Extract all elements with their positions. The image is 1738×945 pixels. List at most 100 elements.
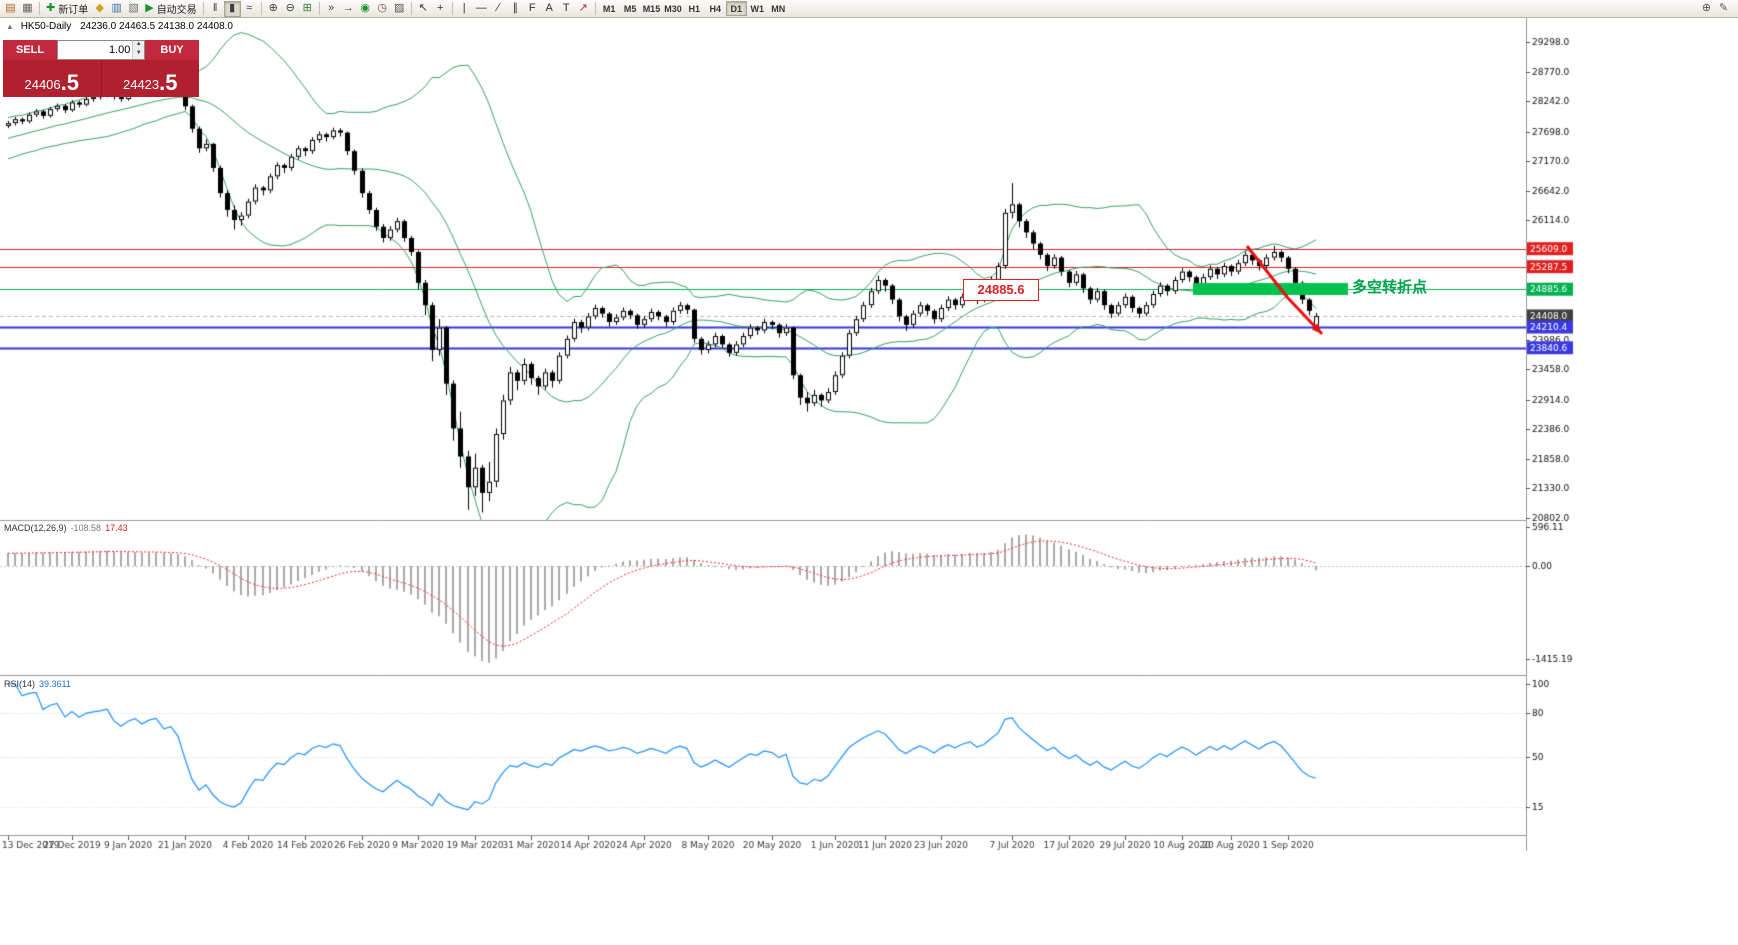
horizontal-line-icon: — (475, 2, 487, 14)
timeframe-m15-button[interactable]: M15 (641, 1, 663, 16)
templates-icon: ▨ (393, 2, 405, 14)
auto-scroll-button[interactable]: » (323, 1, 340, 17)
macd-name: MACD(12,26,9) (4, 523, 67, 533)
zoom-out-button[interactable]: ⊖ (282, 1, 299, 17)
buy-price-frac: .5 (159, 70, 178, 95)
edit-icon: ✎ (1718, 2, 1729, 14)
channel-button[interactable]: ∥ (507, 1, 524, 17)
periods-button[interactable]: ◷ (374, 1, 391, 17)
new-chart-button[interactable]: ▤ (2, 1, 19, 17)
timeframe-mn-button[interactable]: MN (768, 1, 789, 16)
crosshair-icon: + (436, 2, 444, 14)
volume-spinner: ▲ ▼ (132, 41, 144, 59)
autotrading-icon: ▶ (145, 2, 154, 14)
buy-price[interactable]: 24423 .5 (102, 60, 200, 97)
volume-input[interactable] (58, 41, 133, 59)
new-chart-icon: ▤ (5, 2, 16, 14)
strategy-tester-icon: ▧ (128, 2, 139, 14)
sell-price[interactable]: 24406 .5 (3, 60, 102, 97)
cursor-button[interactable]: ↖ (415, 1, 432, 17)
chart-shift-icon: → (342, 2, 354, 14)
timeframe-group: M1 M5 M15 M30 H1 H4 D1 W1 MN (599, 0, 789, 18)
periods-icon: ◷ (377, 2, 387, 14)
toolbar-separator (202, 2, 204, 15)
text-button[interactable]: A (541, 1, 558, 17)
label-icon: T (562, 2, 570, 14)
chart-ohlc-values: 24236.0 24463.5 24138.0 24408.0 (80, 21, 233, 32)
new-order-button[interactable]: ✚ 新订单 (43, 1, 91, 17)
sell-price-frac: .5 (60, 70, 79, 95)
metaeditor-button[interactable]: ◆ (91, 1, 108, 17)
volume-field: ▲ ▼ (57, 40, 145, 60)
volume-up-button[interactable]: ▲ (133, 41, 144, 50)
line-chart-icon: ≈ (246, 2, 253, 14)
zone-text-annotation[interactable]: 多空转折点 (1352, 279, 1428, 296)
toolbar-separator (451, 2, 453, 15)
chart-profiles-button[interactable]: ▦ (19, 1, 36, 17)
vertical-line-button[interactable]: | (456, 1, 473, 17)
zoom-in-icon: ⊕ (268, 2, 278, 14)
autotrading-button-label: 自动交易 (156, 5, 197, 16)
timeframe-w1-button[interactable]: W1 (747, 1, 768, 16)
label-button[interactable]: T (558, 1, 575, 17)
vertical-line-icon: | (462, 2, 466, 14)
bar-chart-button[interactable]: ‖ (207, 1, 224, 17)
chart-shift-button[interactable]: → (340, 1, 357, 17)
toolbar-separator (39, 2, 40, 15)
volume-down-button[interactable]: ▼ (133, 50, 144, 59)
templates-button[interactable]: ▨ (391, 1, 408, 17)
timeframe-m1-button[interactable]: M1 (599, 1, 620, 16)
toolbar-separator (260, 2, 262, 15)
toolbar-separator (410, 2, 412, 15)
sell-price-main: 24406 (24, 77, 61, 92)
one-click-trading-panel: SELL ▲ ▼ BUY 24406 .5 24423 .5 (3, 40, 199, 97)
buy-button[interactable]: BUY (145, 40, 199, 60)
timeframe-m5-button[interactable]: M5 (620, 1, 641, 16)
edit-button[interactable]: ✎ (1715, 1, 1732, 17)
collapse-panel-icon[interactable]: ▲ (6, 22, 14, 31)
buy-price-main: 24423 (122, 77, 160, 92)
timeframe-h1-button[interactable]: H1 (684, 1, 705, 16)
chart-title: ▲ HK50-Daily 24236.0 24463.5 24138.0 244… (6, 21, 233, 32)
rsi-indicator-label: RSI(14) 39.3611 (4, 679, 71, 689)
metaeditor-icon: ◆ (95, 2, 104, 14)
fibonacci-icon: F (528, 2, 536, 14)
market-watch-icon: ▥ (111, 2, 122, 14)
zoom-in-button[interactable]: ⊕ (265, 1, 282, 17)
sell-button[interactable]: SELL (3, 40, 57, 60)
search-button[interactable]: ⊕ (1698, 1, 1715, 17)
autotrading-button[interactable]: ▶ 自动交易 (142, 1, 199, 17)
toolbar-separator (594, 2, 596, 15)
line-chart-button[interactable]: ≈ (241, 1, 258, 17)
search-icon: ⊕ (1701, 2, 1712, 14)
market-watch-button[interactable]: ▥ (108, 1, 125, 17)
text-icon: A (545, 2, 553, 14)
candlestick-chart-button[interactable]: ▮ (223, 0, 241, 17)
toolbar-right-group: ⊕ ✎ (1698, 0, 1736, 18)
fibonacci-button[interactable]: F (524, 1, 541, 17)
shapes-icon: ↗ (578, 2, 588, 14)
trendline-icon: ∕ (497, 2, 500, 14)
bar-chart-icon: ‖ (212, 2, 218, 14)
price-text-annotation[interactable]: 24885.6 (963, 279, 1039, 301)
cursor-icon: ↖ (418, 2, 428, 14)
shapes-button[interactable]: ↗ (575, 1, 592, 17)
crosshair-button[interactable]: + (432, 1, 449, 17)
channel-icon: ∥ (512, 2, 518, 14)
horizontal-line-button[interactable]: — (473, 1, 490, 17)
tile-windows-button[interactable]: ⊞ (299, 1, 316, 17)
macd-signal-value: 17.43 (105, 523, 128, 533)
chart-symbol-period: HK50-Daily (20, 21, 72, 32)
trendline-button[interactable]: ∕ (490, 1, 507, 17)
chart-profiles-icon: ▦ (22, 2, 33, 14)
macd-value: -108.58 (70, 523, 102, 533)
toolbar-left-group: ▤ ▦ ✚ 新订单 ◆ ▥ ▧ ▶ 自动交易 ‖ ▮ ≈ ⊕ ⊖ ⊞» → ◉ ◷ ▨ ↖ + | — ∕ ∥ F A T ↗ (2, 0, 599, 18)
strategy-tester-button[interactable]: ▧ (125, 1, 142, 17)
timeframe-m30-button[interactable]: M30 (662, 1, 684, 16)
indicators-button[interactable]: ◉ (357, 1, 374, 17)
timeframe-h4-button[interactable]: H4 (705, 1, 726, 16)
toolbar-separator (318, 2, 320, 15)
timeframe-d1-button[interactable]: D1 (725, 1, 747, 16)
